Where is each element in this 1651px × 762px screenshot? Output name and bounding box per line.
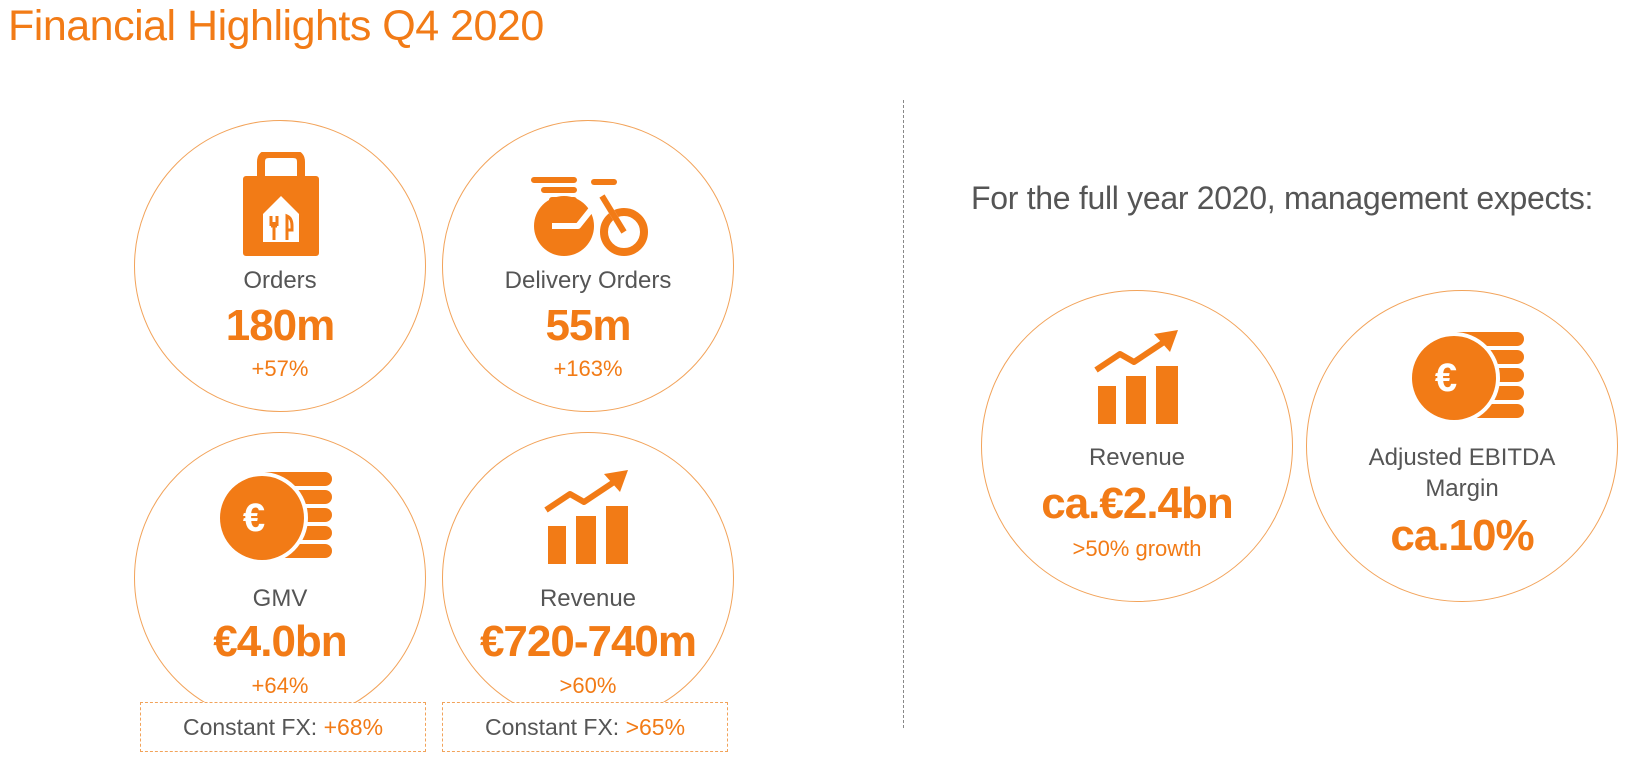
delivery-orders-change: +163%	[553, 356, 623, 381]
shopping-bag-icon	[243, 152, 319, 256]
full-year-ebitda-value: ca.10%	[1390, 511, 1534, 560]
svg-text:€: €	[243, 496, 265, 540]
page-title: Financial Highlights Q4 2020	[8, 2, 544, 50]
euro-coins-icon: €	[1408, 332, 1524, 424]
gmv-label: GMV	[252, 585, 308, 612]
delivery-orders-circle	[442, 120, 734, 412]
gmv-change: +64%	[251, 673, 309, 698]
full-year-revenue-change: >50% growth	[1072, 536, 1202, 561]
gmv-constant-fx-label: Constant FX:	[182, 714, 318, 740]
full-year-ebitda-label-line2: Margin	[1425, 475, 1499, 502]
full-year-ebitda-label-line1: Adjusted EBITDA	[1368, 444, 1556, 471]
revenue-constant-fx-box: Constant FX: >65%	[442, 702, 728, 752]
orders-label: Orders	[243, 267, 317, 294]
gmv-constant-fx-value: +68%	[323, 714, 384, 740]
svg-text:€: €	[1435, 356, 1457, 400]
full-year-revenue-label: Revenue	[1088, 444, 1186, 471]
full-year-heading: For the full year 2020, management expec…	[971, 180, 1594, 216]
full-year-revenue-value: ca.€2.4bn	[1041, 479, 1234, 528]
full-year-ebitda-circle	[1306, 290, 1618, 602]
orders-circle	[134, 120, 426, 412]
full-year-revenue-circle	[981, 290, 1293, 602]
section-divider	[903, 100, 904, 728]
gmv-value: €4.0bn	[213, 617, 347, 666]
gmv-constant-fx-box: Constant FX: +68%	[140, 702, 426, 752]
euro-coins-icon: €	[216, 472, 332, 564]
delivery-orders-value: 55m	[545, 301, 631, 350]
revenue-constant-fx-value: >65%	[625, 714, 686, 740]
growth-chart-icon	[544, 470, 628, 564]
delivery-orders-label: Delivery Orders	[504, 267, 672, 294]
revenue-q4-change: >60%	[559, 673, 617, 698]
growth-chart-icon	[1094, 330, 1178, 424]
orders-value: 180m	[225, 301, 336, 350]
revenue-q4-label: Revenue	[539, 585, 637, 612]
revenue-q4-value: €720-740m	[479, 617, 697, 666]
revenue-constant-fx-label: Constant FX:	[484, 714, 620, 740]
bicycle-icon	[531, 177, 648, 256]
orders-change: +57%	[251, 356, 309, 381]
